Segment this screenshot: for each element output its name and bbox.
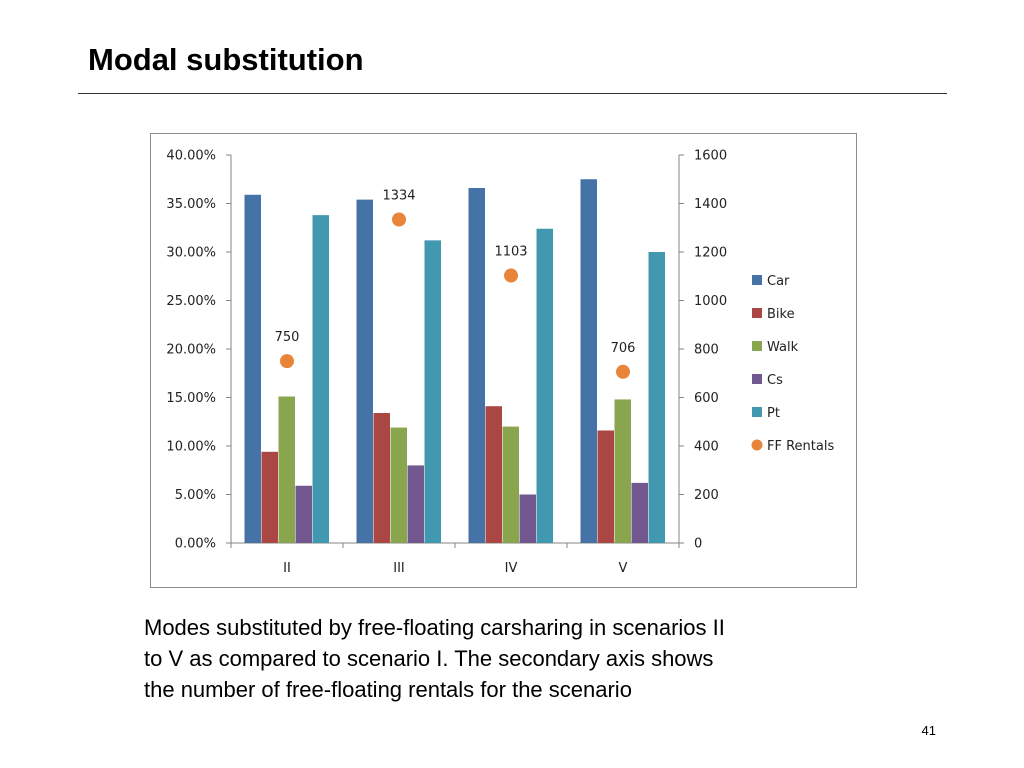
secondary-y-tick-label: 1200 [694,246,727,261]
ff-rentals-point [280,354,294,369]
secondary-y-tick-label: 1000 [694,294,727,309]
primary-y-tick-label: 20.00% [166,343,216,358]
legend-swatch-cs [752,374,762,384]
legend-swatch-pt [752,407,762,417]
ff-rentals-data-label: 706 [611,341,636,356]
bar-bike [485,406,502,543]
bar-bike [261,451,278,543]
ff-rentals-point [392,212,406,227]
secondary-y-tick-label: 200 [694,488,719,503]
bar-walk [390,427,407,543]
chart: 0.00% 5.00% 10.00% 15.00% 20.00% 25.00% 30.00%… [166,149,834,577]
legend-swatch-walk [752,341,762,351]
primary-y-tick-label: 5.00% [175,488,216,503]
secondary-y-tick-label: 800 [694,343,719,358]
bar-car [468,187,485,544]
caption-line-2: to V as compared to scenario I. The seco… [144,646,714,671]
ff-rentals-point [504,268,518,283]
secondary-y-tick-label: 600 [694,391,719,406]
legend-label-walk: Walk [767,340,799,355]
caption-line-1: Modes substituted by free-floating carsh… [144,615,725,640]
bar-pt [536,228,553,543]
slide-title: Modal substitution [88,42,364,77]
x-tick-label: II [283,561,291,576]
primary-y-tick-label: 35.00% [166,197,216,212]
x-tick-label: III [393,561,405,576]
legend-label-car: Car [767,274,790,289]
bar-walk [614,399,631,543]
x-tick-label: IV [505,561,518,576]
x-tick-label: V [619,561,628,576]
bar-bike [597,430,614,543]
secondary-y-tick-label: 0 [694,537,702,552]
primary-y-tick-label: 10.00% [166,440,216,455]
legend-label-cs: Cs [767,373,783,388]
bar-pt [312,215,329,543]
secondary-y-tick-label: 1400 [694,197,727,212]
bar-cs [407,465,424,543]
ff-rentals-data-label: 1103 [494,245,527,260]
bar-pt [424,240,441,544]
bar-pt [648,252,665,543]
secondary-y-tick-label: 400 [694,440,719,455]
page-number: 41 [921,723,936,738]
legend-label-bike: Bike [767,307,795,322]
bar-car [356,199,373,543]
ff-rentals-data-label: 1334 [382,189,415,204]
chart-caption: Modes substituted by free-floating carsh… [144,612,844,705]
bar-car [244,194,261,543]
title-divider [78,93,947,94]
ff-rentals-data-label: 750 [275,330,300,345]
bar-cs [519,494,536,543]
bar-cs [631,482,648,543]
primary-y-tick-label: 25.00% [166,294,216,309]
legend-label-pt: Pt [767,406,780,421]
ff-rentals-point [616,364,630,379]
primary-y-tick-label: 15.00% [166,391,216,406]
bar-walk [502,426,519,543]
bar-bike [373,413,390,543]
secondary-y-tick-label: 1600 [694,149,727,164]
primary-y-tick-label: 40.00% [166,149,216,164]
primary-y-tick-label: 30.00% [166,246,216,261]
primary-y-tick-label: 0.00% [175,537,216,552]
legend-label-ff-rentals: FF Rentals [767,439,834,454]
legend-swatch-ff-rentals [751,439,763,451]
legend-swatch-bike [752,308,762,318]
legend-swatch-car [752,275,762,285]
chart-frame: 0.00% 5.00% 10.00% 15.00% 20.00% 25.00% 30.00%… [150,133,857,588]
bar-walk [278,396,295,543]
caption-line-3: the number of free-floating rentals for … [144,677,632,702]
bar-car [580,179,597,543]
bar-cs [295,485,312,543]
